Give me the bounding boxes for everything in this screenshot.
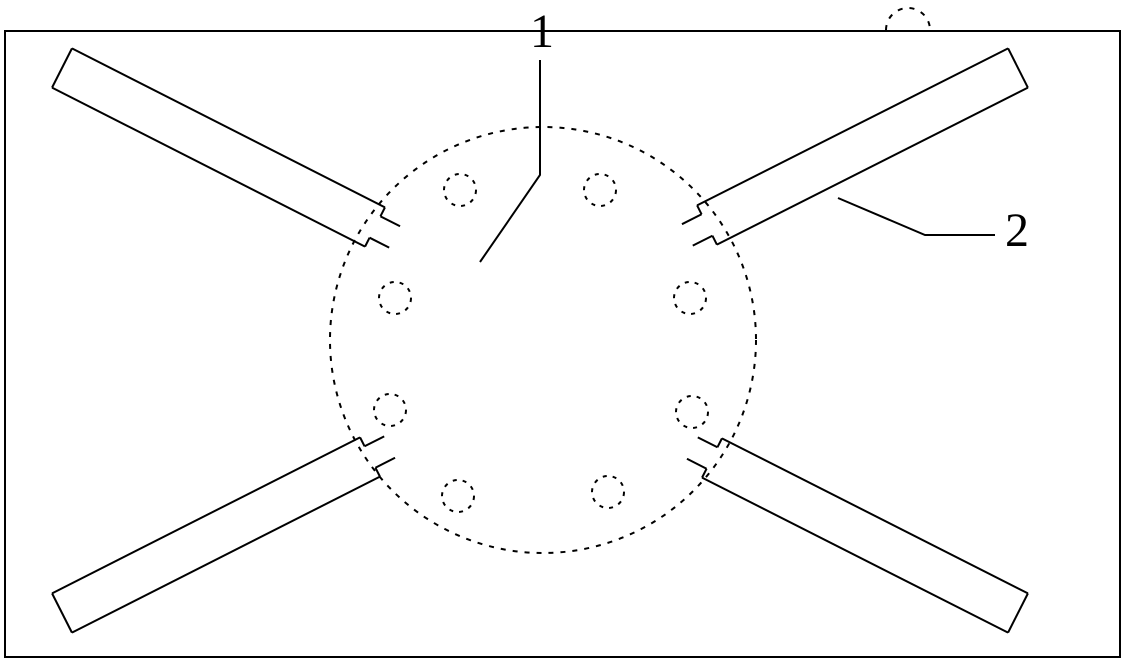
callout-label-2: 2 xyxy=(1005,203,1029,258)
diagram-canvas: 1 2 xyxy=(0,0,1125,662)
callout-label-1: 1 xyxy=(530,4,554,59)
drawing-layer xyxy=(0,0,1125,662)
